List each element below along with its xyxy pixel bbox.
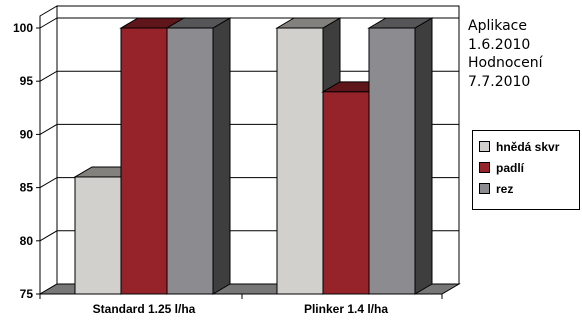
bar-side (414, 17, 433, 295)
side-wall (39, 5, 58, 295)
legend: hnědá skvr padlí rez (472, 130, 580, 210)
annotation-text: Aplikace 1.6.2010 Hodnocení 7.7.2010 (468, 17, 576, 91)
bar-front (322, 91, 370, 295)
legend-label: hnědá skvr (496, 139, 560, 154)
annotation-line: Hodnocení (468, 55, 543, 71)
y-tick-label: 75 (20, 287, 34, 301)
bar-front (120, 27, 168, 295)
bar-front (166, 27, 214, 295)
y-tick-labels: 75 80 85 90 95 100 (13, 21, 33, 301)
x-category-label: Plinker 1.4 l/ha (304, 302, 388, 316)
bar-front (276, 27, 324, 295)
legend-swatch (479, 162, 490, 173)
y-tick-label: 100 (13, 21, 33, 35)
legend-item-padli: padlí (479, 157, 579, 178)
y-tick-label: 80 (20, 234, 34, 248)
legend-swatch (479, 141, 490, 152)
annotation-line: Aplikace (468, 18, 527, 34)
legend-swatch (479, 183, 490, 194)
legend-label: rez (496, 181, 514, 196)
annotation-line: 1.6.2010 (468, 36, 531, 53)
bar-front (74, 176, 122, 295)
bar (165, 17, 232, 295)
y-tick-label: 85 (20, 181, 34, 195)
annotation-line: 7.7.2010 (468, 73, 531, 90)
legend-item-rez: rez (479, 178, 579, 199)
bars (73, 17, 434, 295)
bar-front (368, 27, 416, 295)
y-tick-label: 95 (20, 74, 34, 88)
x-category-labels: Standard 1.25 l/ha Plinker 1.4 l/ha (93, 302, 389, 316)
x-category-label: Standard 1.25 l/ha (93, 302, 196, 316)
y-tick-label: 90 (20, 127, 34, 141)
bar (367, 17, 434, 295)
legend-label: padlí (496, 160, 525, 175)
bar-side (212, 17, 231, 295)
legend-item-hneda-skvr: hnědá skvr (479, 136, 579, 157)
